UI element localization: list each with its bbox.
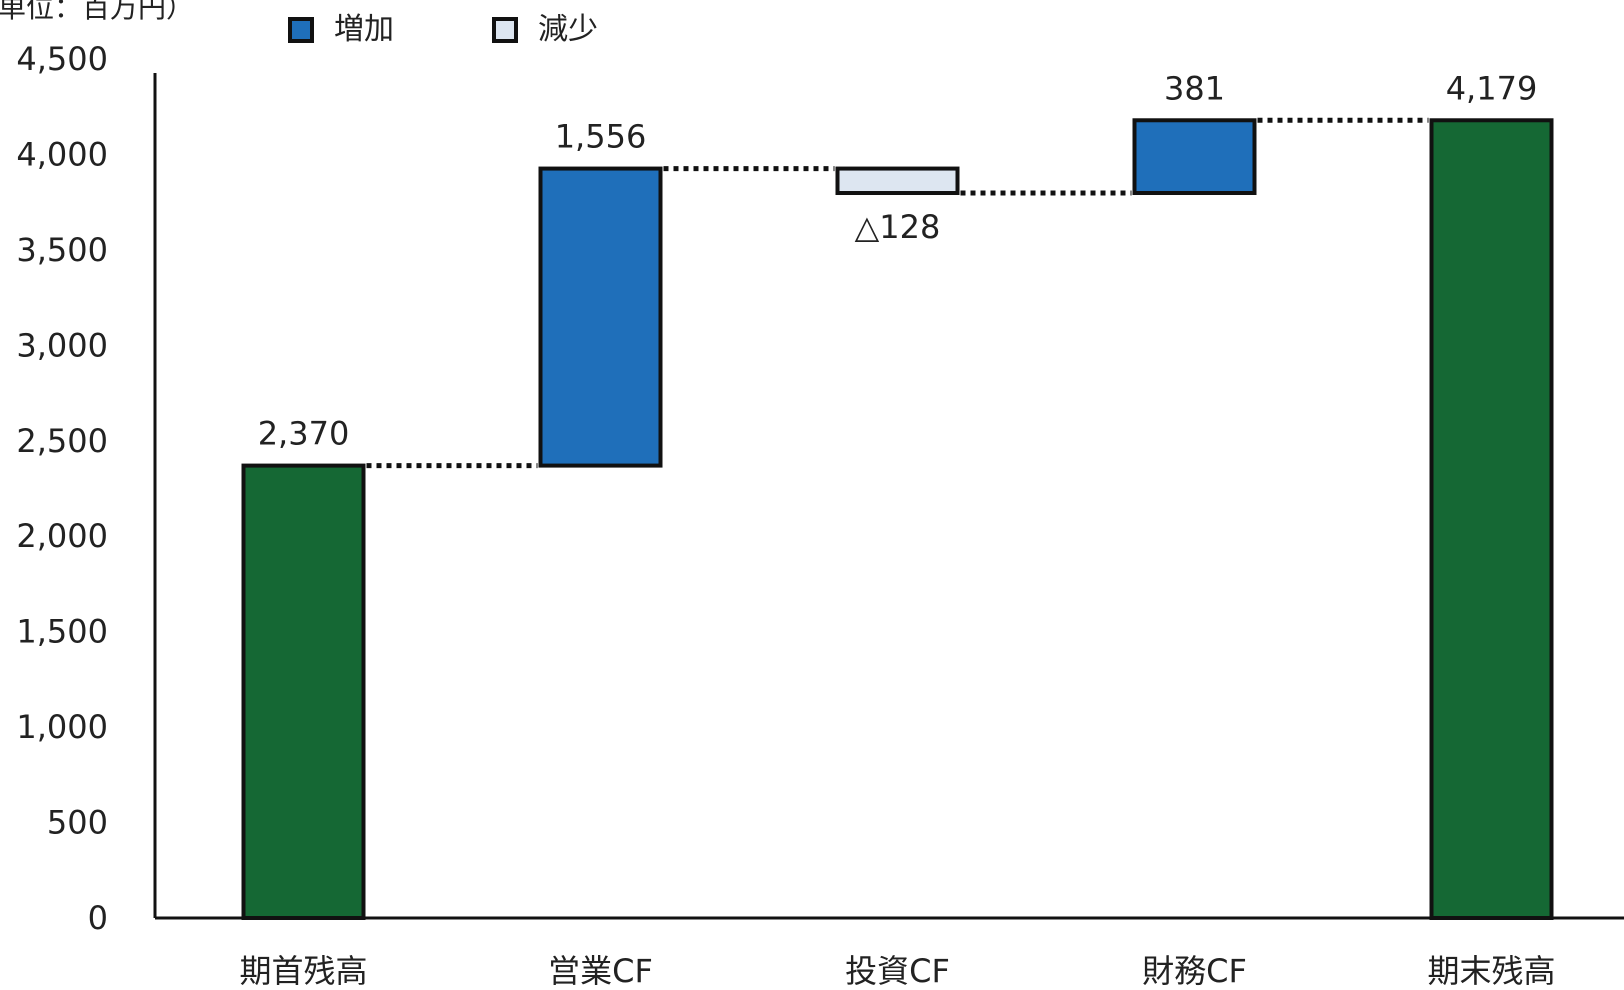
data-label-1: 1,556 xyxy=(555,118,647,156)
y-tick-label-0: 0 xyxy=(88,899,108,937)
x-tick-label-3: 財務CF xyxy=(1142,952,1247,986)
bar-4 xyxy=(1429,118,1554,920)
legend-swatch-0 xyxy=(288,17,314,43)
data-label-4: 4,179 xyxy=(1446,69,1538,107)
legend-label-1: 減少 xyxy=(538,12,598,47)
bar-3 xyxy=(1132,118,1257,196)
y-tick-label-5: 2,500 xyxy=(16,422,108,460)
y-tick-label-3: 1,500 xyxy=(16,613,108,651)
y-tick-label-4: 2,000 xyxy=(16,517,108,555)
data-label-3: 381 xyxy=(1164,69,1225,107)
y-tick-label-7: 3,500 xyxy=(16,231,108,269)
y-tick-label-2: 1,000 xyxy=(16,708,108,746)
y-tick-label-6: 3,000 xyxy=(16,326,108,364)
unit-label: （単位：百万円） xyxy=(0,0,194,24)
y-tick-label-1: 500 xyxy=(47,804,108,842)
x-tick-label-4: 期末残高 xyxy=(1427,952,1555,986)
x-tick-label-1: 営業CF xyxy=(548,952,653,986)
x-tick-label-0: 期首残高 xyxy=(239,952,367,986)
bar-1 xyxy=(538,166,663,468)
x-tick-label-2: 投資CF xyxy=(845,952,950,986)
data-label-2: △128 xyxy=(855,208,941,246)
legend-label-0: 増加 xyxy=(334,12,394,47)
y-tick-label-9: 4,500 xyxy=(16,40,108,78)
bar-0 xyxy=(241,463,366,920)
data-label-0: 2,370 xyxy=(258,415,350,453)
y-tick-label-8: 4,000 xyxy=(16,135,108,173)
legend-swatch-1 xyxy=(492,17,518,43)
bar-2 xyxy=(835,166,960,196)
